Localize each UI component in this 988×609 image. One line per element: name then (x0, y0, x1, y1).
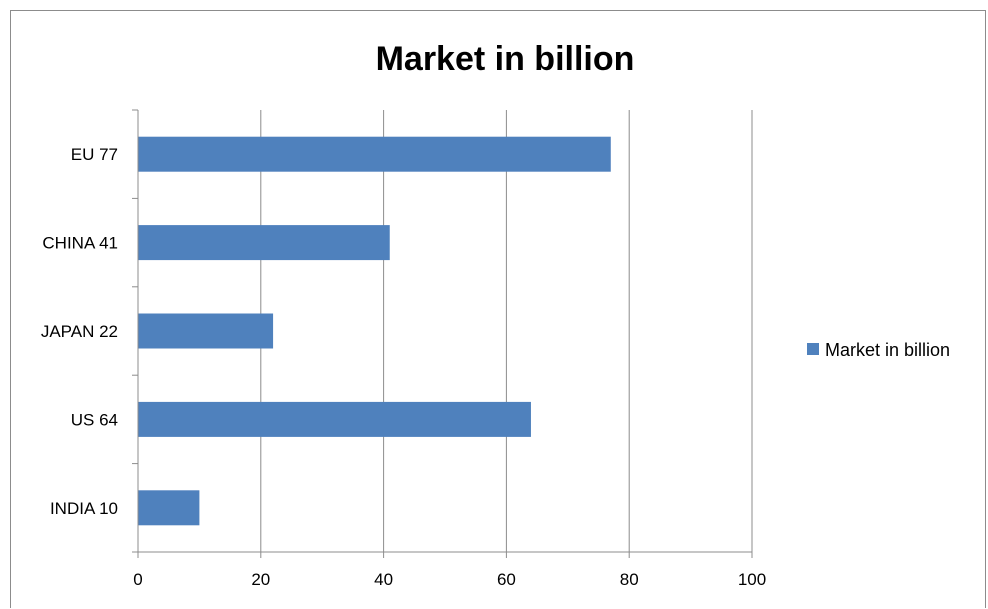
axes (132, 109, 753, 558)
chart-title: Market in billion (376, 40, 635, 78)
x-axis-labels: 0 20 40 60 80 100 (133, 570, 766, 589)
bar (138, 136, 611, 172)
y-tick-label: EU 77 (71, 145, 118, 164)
y-tick-label: US 64 (71, 410, 118, 429)
bar (138, 225, 390, 261)
x-tick-label: 20 (251, 570, 270, 589)
legend: Market in billion (807, 340, 950, 360)
legend-label: Market in billion (825, 340, 950, 360)
legend-swatch (807, 343, 819, 355)
y-tick-label: INDIA 10 (50, 499, 118, 518)
x-tick-label: 0 (133, 570, 142, 589)
x-tick-label: 60 (497, 570, 516, 589)
x-tick-label: 80 (620, 570, 639, 589)
bar (138, 401, 531, 437)
bar (138, 313, 274, 349)
y-axis-labels: EU 77 CHINA 41 JAPAN 22 US 64 INDIA 10 (41, 145, 118, 518)
bar (138, 490, 200, 526)
x-tick-label: 100 (738, 570, 766, 589)
grid-lines (260, 110, 753, 552)
bars (138, 136, 611, 526)
y-tick-label: CHINA 41 (42, 234, 118, 253)
x-tick-label: 40 (374, 570, 393, 589)
y-tick-label: JAPAN 22 (41, 322, 118, 341)
